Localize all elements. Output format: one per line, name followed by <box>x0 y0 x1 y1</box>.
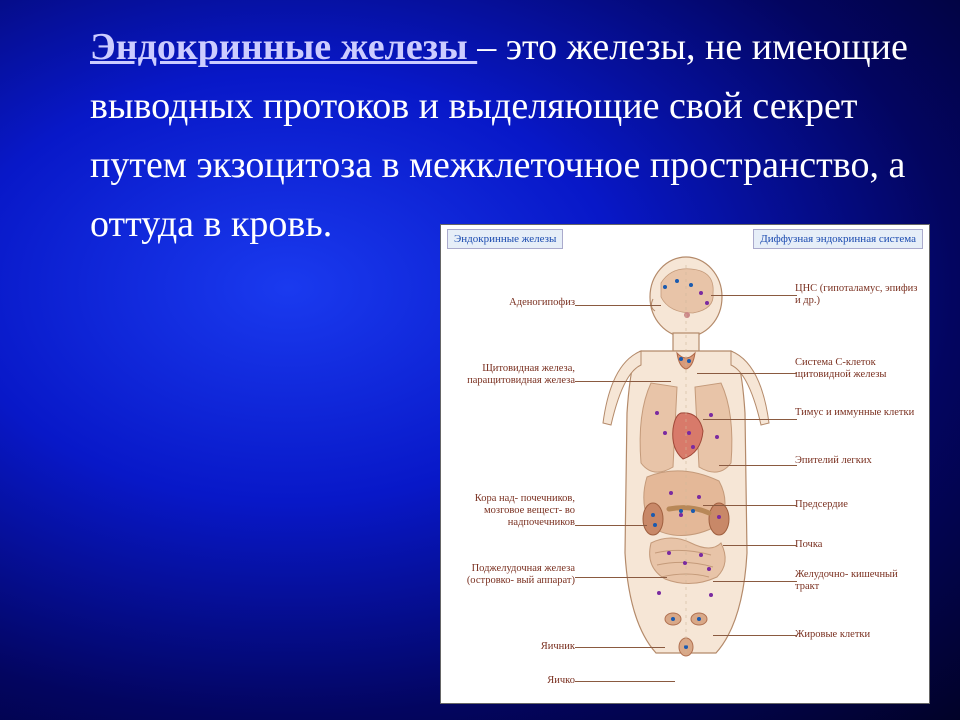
definition-text: Эндокринные железы – это железы, не имею… <box>90 18 930 254</box>
label-adenohypophysis: Аденогипофиз <box>447 297 575 309</box>
leader <box>703 419 797 420</box>
leader <box>711 295 797 296</box>
anatomy-diagram: Эндокринные железы Диффузная эндокринная… <box>440 224 930 704</box>
label-gi-tract: Желудочно- кишечный тракт <box>795 569 923 593</box>
label-fat-cells: Жировые клетки <box>795 629 923 641</box>
label-c-cells: Система C-клеток щитовидной железы <box>795 357 923 381</box>
label-lung-epithelium: Эпителий легких <box>795 455 923 467</box>
label-adrenal: Кора над- почечников, мозговое вещест- в… <box>447 493 575 529</box>
label-thymus: Тимус и иммунные клетки <box>795 407 923 419</box>
leader <box>697 373 797 374</box>
leader <box>713 581 797 582</box>
leader <box>575 647 665 648</box>
leader <box>575 525 647 526</box>
label-pancreas: Поджелудочная железа (островко- вый аппа… <box>447 563 575 587</box>
slide-root: Эндокринные железы – это железы, не имею… <box>0 0 960 720</box>
leader <box>719 465 797 466</box>
label-ovary: Яичник <box>447 641 575 653</box>
leader <box>575 381 671 382</box>
label-kidney: Почка <box>795 539 923 551</box>
diagram-col-left: Эндокринные железы <box>447 229 563 249</box>
label-thyroid: Щитовидная железа, паращитовидная железа <box>447 363 575 387</box>
leader <box>575 305 661 306</box>
leader <box>703 505 797 506</box>
leader <box>575 577 667 578</box>
label-atrium: Предсердие <box>795 499 923 511</box>
title-term: Эндокринные железы <box>90 26 477 68</box>
body-illustration <box>581 253 791 693</box>
leader <box>713 635 797 636</box>
label-cns: ЦНС (гипоталамус, эпифиз и др.) <box>795 283 923 307</box>
label-testis: Яичко <box>447 675 575 687</box>
diagram-col-right: Диффузная эндокринная система <box>753 229 923 249</box>
leader <box>575 681 675 682</box>
leader <box>723 545 797 546</box>
